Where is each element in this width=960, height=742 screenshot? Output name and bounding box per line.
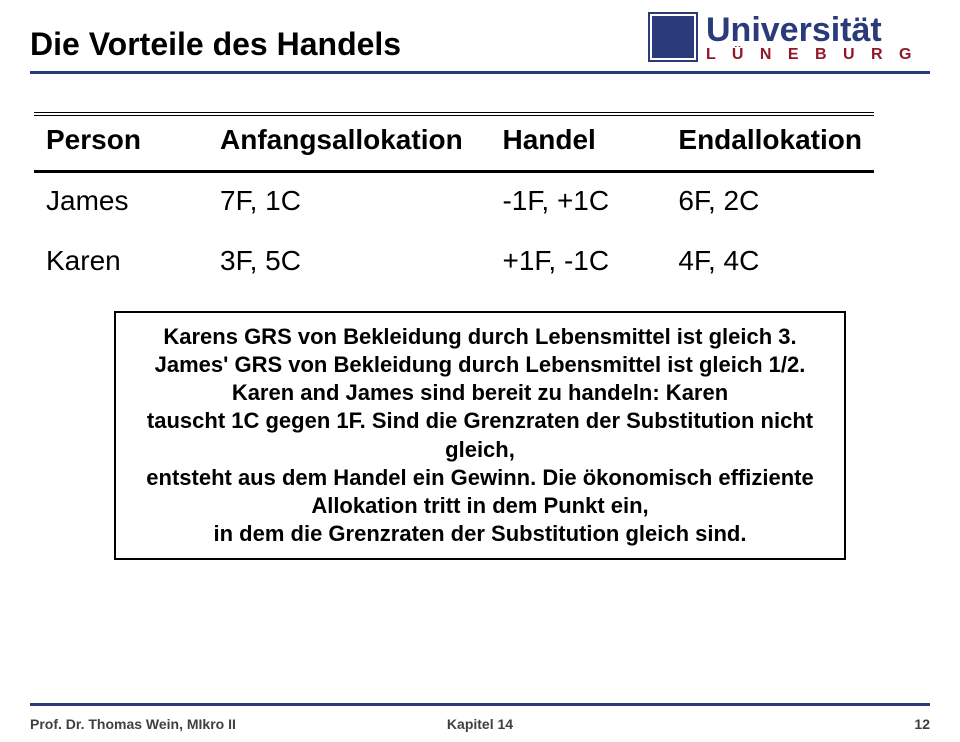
th-trade: Handel: [490, 114, 666, 172]
explanation-box: Karens GRS von Bekleidung durch Lebensmi…: [114, 311, 846, 560]
logo-uni-text: Universität: [706, 12, 960, 48]
explain-line: Allokation tritt in dem Punkt ein,: [130, 492, 830, 520]
cell-start: 7F, 1C: [208, 172, 490, 234]
th-start: Anfangsallokation: [208, 114, 490, 172]
table-row: Karen 3F, 5C +1F, -1C 4F, 4C: [34, 233, 874, 293]
th-end: Endallokation: [666, 114, 874, 172]
footer-page-no: 12: [914, 716, 930, 732]
table-row: James 7F, 1C -1F, +1C 6F, 2C: [34, 172, 874, 234]
cell-end: 4F, 4C: [666, 233, 874, 293]
logo-city-text: L Ü N E B U R G: [706, 46, 960, 64]
explain-line: in dem die Grenzraten der Substitution g…: [130, 520, 830, 548]
cell-person: Karen: [34, 233, 208, 293]
cell-start: 3F, 5C: [208, 233, 490, 293]
th-person: Person: [34, 114, 208, 172]
explain-line: James' GRS von Bekleidung durch Lebensmi…: [130, 351, 830, 379]
logo-square-icon: [650, 14, 696, 60]
cell-person: James: [34, 172, 208, 234]
slide-page: Universität L Ü N E B U R G Die Vorteile…: [0, 0, 960, 742]
footer-chapter: Kapitel 14: [0, 716, 960, 732]
explain-line: entsteht aus dem Handel ein Gewinn. Die …: [130, 464, 830, 492]
cell-trade: -1F, +1C: [490, 172, 666, 234]
explain-line: Karens GRS von Bekleidung durch Lebensmi…: [130, 323, 830, 351]
cell-end: 6F, 2C: [666, 172, 874, 234]
footer-rule: [30, 703, 930, 706]
university-logo: Universität L Ü N E B U R G: [650, 12, 960, 82]
explain-line: Karen and James sind bereit zu handeln: …: [130, 379, 830, 407]
explain-line: tauscht 1C gegen 1F. Sind die Grenzraten…: [130, 407, 830, 463]
allocation-table: Person Anfangsallokation Handel Endallok…: [34, 112, 874, 293]
cell-trade: +1F, -1C: [490, 233, 666, 293]
